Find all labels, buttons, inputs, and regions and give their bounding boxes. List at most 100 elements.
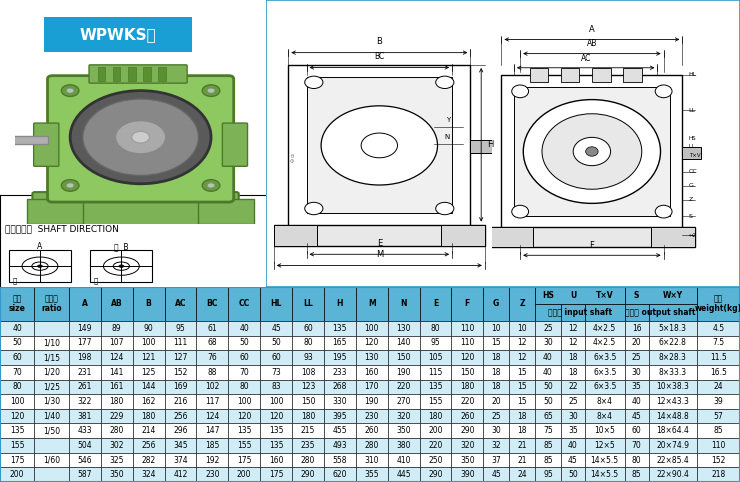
Text: 21: 21 [517, 455, 527, 465]
Bar [132, 409, 164, 424]
Bar [483, 423, 509, 438]
Text: 20: 20 [491, 397, 501, 406]
Text: 180: 180 [300, 412, 315, 421]
Text: 290: 290 [460, 426, 474, 435]
Bar [132, 350, 164, 365]
Bar [260, 438, 292, 453]
Text: 155: 155 [237, 441, 252, 450]
Text: 39: 39 [713, 397, 723, 406]
Bar [196, 321, 228, 335]
Bar [128, 67, 135, 81]
Text: AB: AB [111, 299, 123, 308]
Text: 256: 256 [173, 412, 188, 421]
Bar [132, 287, 164, 321]
Bar [356, 438, 388, 453]
Text: HS: HS [688, 136, 696, 141]
Bar [561, 287, 585, 304]
Text: 93: 93 [303, 353, 313, 362]
Text: 60: 60 [13, 353, 22, 362]
Circle shape [38, 265, 42, 268]
Bar [0, 335, 35, 350]
Bar [388, 468, 420, 482]
Bar [228, 335, 260, 350]
Text: 18: 18 [517, 426, 527, 435]
Bar [535, 394, 561, 409]
Bar [228, 379, 260, 394]
Text: 15: 15 [517, 397, 527, 406]
Text: 100: 100 [10, 397, 24, 406]
Circle shape [104, 257, 139, 275]
Bar [356, 287, 388, 321]
Bar [324, 365, 356, 379]
Text: 8×33.3: 8×33.3 [659, 368, 687, 377]
Bar [388, 350, 420, 365]
Bar [535, 453, 561, 468]
Text: 85: 85 [632, 470, 642, 479]
Bar [420, 468, 451, 482]
Bar [697, 409, 740, 424]
Bar [228, 409, 260, 424]
Bar [420, 409, 451, 424]
Bar [228, 394, 260, 409]
Text: 40: 40 [543, 368, 553, 377]
Text: 220: 220 [460, 397, 474, 406]
Bar [292, 287, 324, 321]
Bar [649, 423, 697, 438]
Text: 轴指向表示  SHAFT DIRECTION: 轴指向表示 SHAFT DIRECTION [5, 224, 119, 233]
Bar [535, 423, 561, 438]
Bar [196, 453, 228, 468]
Bar [585, 379, 625, 394]
Bar [585, 350, 625, 365]
Text: 216: 216 [173, 397, 188, 406]
Bar [0, 468, 35, 482]
Bar [451, 394, 483, 409]
Text: 25: 25 [543, 324, 553, 333]
Text: 76: 76 [207, 353, 218, 362]
Bar [274, 225, 485, 246]
Bar [625, 379, 649, 394]
Bar [69, 287, 101, 321]
Bar [0, 409, 35, 424]
Text: 1/15: 1/15 [43, 353, 60, 362]
Text: 155: 155 [428, 397, 443, 406]
Text: 8×28.3: 8×28.3 [659, 353, 687, 362]
Bar [420, 287, 451, 321]
Text: 18: 18 [568, 368, 578, 377]
Bar [625, 394, 649, 409]
Bar [625, 304, 649, 321]
Bar [649, 394, 697, 409]
Text: 120: 120 [10, 412, 24, 421]
Bar [292, 453, 324, 468]
Bar [164, 394, 196, 409]
Bar [561, 409, 585, 424]
Text: 115: 115 [428, 368, 443, 377]
Bar [0, 321, 35, 335]
Bar [69, 438, 101, 453]
Bar [35, 365, 69, 379]
Bar [585, 365, 625, 379]
Text: 200: 200 [10, 470, 24, 479]
Text: 45: 45 [491, 470, 501, 479]
Bar [35, 350, 69, 365]
Text: Y: Y [446, 117, 451, 123]
Bar [561, 379, 585, 394]
Bar [561, 423, 585, 438]
Bar [697, 438, 740, 453]
Text: 6×3.5: 6×3.5 [593, 382, 616, 391]
Text: 12: 12 [517, 353, 527, 362]
Text: 230: 230 [205, 470, 220, 479]
Text: 123: 123 [300, 382, 315, 391]
Circle shape [67, 88, 74, 93]
Text: 100: 100 [269, 397, 283, 406]
Bar [228, 468, 260, 482]
Bar [35, 287, 69, 321]
Text: 195: 195 [332, 353, 347, 362]
Circle shape [83, 99, 198, 175]
Text: 130: 130 [397, 324, 411, 333]
Text: 165: 165 [332, 338, 347, 348]
Text: 30: 30 [491, 426, 501, 435]
Text: 160: 160 [365, 368, 379, 377]
Bar [388, 394, 420, 409]
Text: F: F [590, 241, 594, 250]
Text: HL: HL [270, 299, 282, 308]
